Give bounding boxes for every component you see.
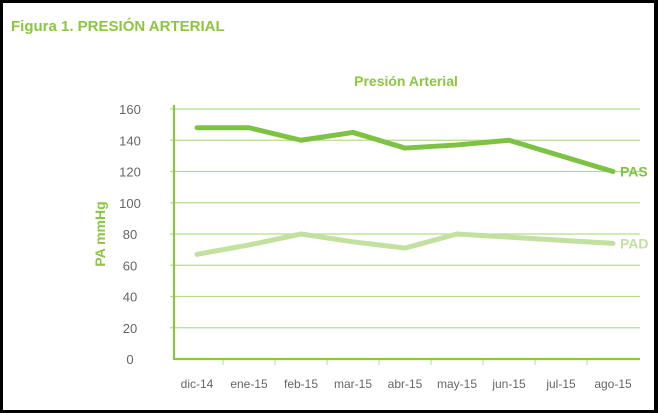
x-tick-label: feb-15	[284, 377, 318, 391]
x-tick-label: jun-15	[491, 377, 526, 391]
figure-title: Figura 1. PRESIÓN ARTERIAL	[11, 18, 225, 35]
series-line-pad	[194, 231, 616, 257]
series-label-pad: PAD	[620, 235, 649, 251]
x-axis-ticks: dic-14 ene-15 feb-15 mar-15 abr-15 may-15 jun-…	[181, 359, 632, 391]
y-tick-label: 0	[126, 352, 133, 367]
figure-frame: Figura 1. PRESIÓN ARTERIAL	[3, 3, 654, 410]
y-axis-ticks: 0 20 40 60 80 100 120 140 160	[119, 102, 141, 367]
chart-title: Presión Arterial	[354, 73, 458, 89]
gridlines	[170, 108, 640, 329]
series-line-pas	[194, 125, 616, 174]
y-tick-label: 160	[119, 102, 141, 117]
y-tick-label: 20	[123, 321, 137, 336]
x-tick-label: jul-15	[545, 377, 576, 391]
y-tick-label: 60	[123, 258, 137, 273]
y-tick-label: 80	[123, 227, 137, 242]
x-tick-label: may-15	[437, 377, 477, 391]
x-tick-label: mar-15	[334, 377, 372, 391]
x-tick-label: ago-15	[594, 377, 632, 391]
y-tick-label: 140	[119, 133, 141, 148]
y-tick-label: 100	[119, 196, 141, 211]
y-tick-label: 40	[123, 290, 137, 305]
y-tick-label: 120	[119, 165, 141, 180]
axes	[172, 105, 640, 361]
x-tick-label: ene-15	[230, 377, 268, 391]
series-lines: PAS PAD	[194, 125, 649, 257]
x-tick-label: dic-14	[181, 377, 214, 391]
x-tick-label: abr-15	[388, 377, 423, 391]
series-label-pas: PAS	[620, 164, 648, 180]
y-axis-label: PA mmHg	[92, 201, 108, 266]
